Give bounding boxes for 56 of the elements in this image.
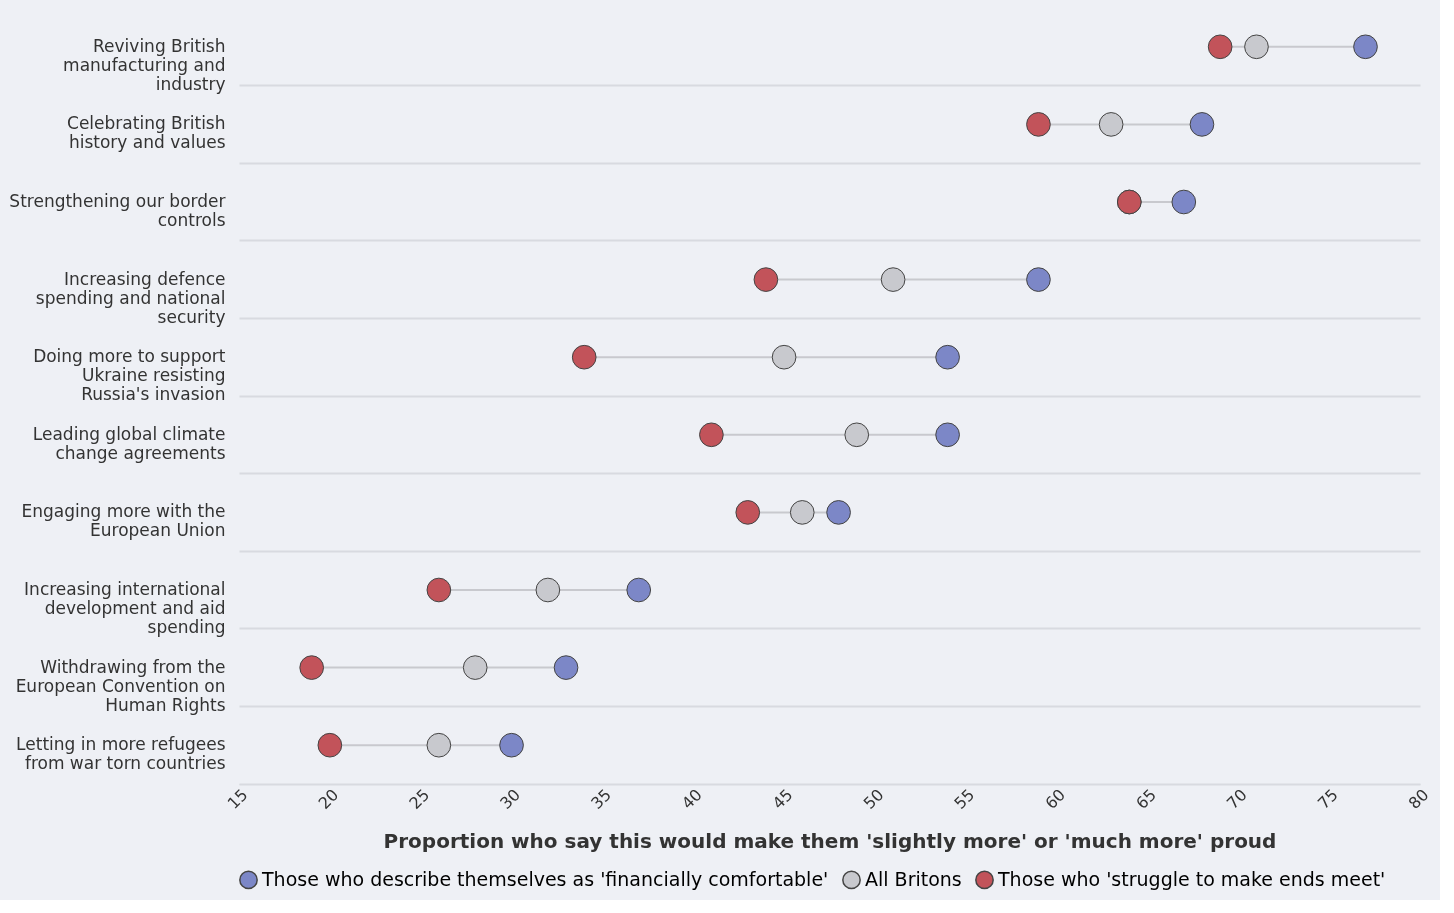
x-tick-label: 50 <box>859 785 888 813</box>
point <box>1026 112 1051 137</box>
legend-label: Those who 'struggle to make ends meet' <box>997 867 1386 890</box>
y-tick-label: Leading global climate change agreements <box>32 423 226 463</box>
y-tick-label: Doing more to support Ukraine resisting Russia's invasion <box>33 346 226 405</box>
point <box>935 422 960 448</box>
point <box>553 655 579 680</box>
x-tick-label: 35 <box>587 785 615 813</box>
y-tick-label: Withdrawing from the European Convention on Human Rights <box>15 656 226 715</box>
x-tick-label: 30 <box>496 785 525 813</box>
point <box>789 500 815 525</box>
point <box>1207 34 1233 60</box>
point <box>462 655 488 680</box>
y-tick-label: Increasing defence spending and national security <box>35 268 226 327</box>
y-tick-label: Engaging more with the European Union <box>21 501 226 541</box>
x-tick-label: 20 <box>314 785 343 813</box>
x-tick-label: 65 <box>1132 785 1160 813</box>
point <box>1171 189 1197 215</box>
legend-label: Those who describe themselves as 'financially comfortable' <box>261 867 829 890</box>
point <box>826 500 851 525</box>
x-tick-label: 45 <box>768 785 797 813</box>
point <box>317 732 343 758</box>
x-tick-label: 60 <box>1041 785 1070 813</box>
x-tick-label: 80 <box>1404 785 1433 813</box>
point <box>844 422 870 448</box>
x-tick-label: 70 <box>1223 785 1251 813</box>
point <box>935 344 960 370</box>
point <box>499 732 524 758</box>
point <box>699 422 724 448</box>
point <box>571 344 597 370</box>
x-tick-label: 55 <box>950 785 979 813</box>
point <box>1098 112 1124 137</box>
y-tick-label: Celebrating British history and values <box>67 113 226 153</box>
x-tick-label: 40 <box>677 785 706 813</box>
point <box>299 655 325 680</box>
x-tick-label: 25 <box>405 785 434 813</box>
y-tick-label: Letting in more refugees from war torn countries <box>16 734 226 774</box>
point <box>771 344 797 370</box>
point <box>1353 34 1378 60</box>
point <box>1026 267 1051 292</box>
legend-label: All Britons <box>865 867 962 890</box>
point <box>535 577 561 603</box>
point <box>426 577 452 603</box>
point <box>626 577 652 603</box>
point <box>1189 112 1215 137</box>
y-tick-label: Increasing international development and aid spending <box>24 579 226 637</box>
y-tick-label: Reviving British manufacturing and industry <box>63 35 226 94</box>
point <box>1244 34 1269 60</box>
point <box>753 267 779 292</box>
x-tick-label: 15 <box>223 785 252 813</box>
point <box>880 267 906 292</box>
x-axis-title: Proportion who say this would make them 'slightly more' or 'much more' proud <box>383 829 1277 854</box>
point <box>735 500 761 525</box>
y-tick-label: Strengthening our border controls <box>9 191 226 230</box>
x-tick-label: 75 <box>1313 785 1342 813</box>
point <box>426 732 452 758</box>
